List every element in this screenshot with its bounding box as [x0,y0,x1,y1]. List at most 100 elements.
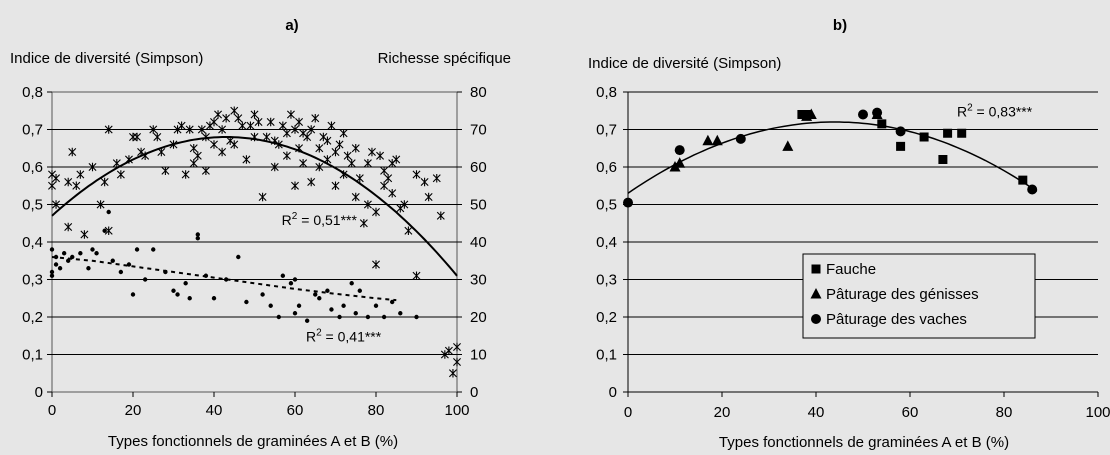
data-point-richness [286,110,295,119]
y-tick-label: 0,1 [596,347,617,364]
y-ticks-b: 0 0,1 0,2 0,3 0,4 0,5 0,6 0,7 0,8 [596,84,628,401]
data-point-simpson [130,292,136,297]
data-point-fauche [919,132,929,142]
x-ticks-a: 0 20 40 60 80 100 [48,392,470,419]
data-point-richness [76,170,85,179]
data-point-simpson [49,273,55,278]
data-point-genisses [711,134,723,146]
y-left-tick-label: 0,8 [22,84,43,101]
data-point-simpson [183,281,188,286]
x-tick-label: 60 [287,402,304,419]
trend-line-simpson [51,256,397,302]
data-point-richness [274,140,283,149]
data-point-fauche [943,128,953,138]
data-point-richness [420,177,429,187]
data-point-vaches [735,133,746,144]
data-point-richness [351,144,360,153]
data-point-richness [311,114,320,123]
data-point-richness [315,162,324,172]
data-point-richness [444,346,453,355]
data-point-simpson [313,292,318,297]
data-point-richness [246,121,255,130]
data-point-richness [372,260,380,269]
series-points-b [623,107,1038,208]
data-point-simpson [53,254,59,260]
data-point-simpson [304,318,310,323]
data-point-richness [432,174,441,183]
data-point-richness [359,219,368,228]
trend-curve-b [627,121,1038,194]
y-axis-left-title-a: Indice de diversité (Simpson) [10,50,203,67]
data-point-richness [307,177,316,187]
data-point-richness [201,166,210,175]
y-right-tick-label: 70 [470,122,487,139]
y-tick-label: 0,3 [596,272,617,289]
data-point-richness [80,230,89,239]
data-point-simpson [90,247,95,252]
x-tick-label: 80 [368,402,385,419]
data-point-richness [193,151,202,160]
y-right-tick-label: 60 [470,159,487,176]
data-point-simpson [325,288,330,293]
x-tick-label: 20 [714,404,731,421]
data-point-simpson [357,288,362,293]
data-point-richness [64,222,73,232]
x-tick-label: 0 [48,402,56,419]
data-point-simpson [373,303,379,308]
data-point-simpson [102,228,107,233]
data-point-richness [278,121,287,130]
y-tick-label: 0,7 [596,122,617,139]
data-point-richness [201,132,210,142]
data-point-richness [141,151,150,160]
data-point-simpson [66,258,71,263]
data-point-richness [392,155,401,164]
data-point-richness [270,162,279,172]
data-point-richness [153,132,162,142]
data-point-vaches [895,126,906,137]
data-point-richness [88,162,97,172]
data-point-simpson [244,299,249,305]
data-point-richness [436,211,445,220]
data-point-simpson [94,251,99,256]
data-point-fauche [877,119,887,129]
data-point-richness [48,181,56,190]
x-tick-label: 100 [1085,404,1110,421]
data-point-simpson [126,262,132,267]
data-point-richness [197,125,206,134]
data-point-simpson [353,311,358,316]
x-tick-label: 40 [808,404,825,421]
data-point-richness [242,155,251,164]
data-point-simpson [398,311,403,316]
data-point-richness [303,132,312,142]
data-point-richness [238,121,247,130]
panel-b: b) Indice de diversité (Simpson) 0 0,1 0,2… [588,17,1110,451]
data-point-simpson [110,258,115,263]
data-point-richness [331,181,340,190]
data-point-simpson [211,296,217,301]
data-point-richness [104,125,113,134]
data-point-simpson [296,303,302,308]
data-point-simpson [49,247,55,252]
data-point-richness [453,342,461,352]
y-left-tick-label: 0,5 [22,197,43,214]
data-point-richness [189,159,198,168]
legend-label-genisses: Pâturage des génisses [826,286,979,303]
data-point-richness [323,136,332,145]
data-point-richness [380,181,389,190]
data-point-genisses [674,157,686,168]
panel-label-b: b) [833,17,847,34]
data-point-simpson [381,314,387,320]
data-point-richness [189,144,198,153]
data-point-fauche [896,141,906,151]
data-point-simpson [53,262,59,267]
data-point-richness [116,170,125,179]
r2-annotation-b: R2 = 0,83*** [957,102,1033,119]
y-tick-label: 0,8 [596,84,617,101]
legend-marker-circle [811,314,821,324]
data-point-richness [230,140,239,149]
data-point-simpson [49,269,55,275]
data-point-richness [295,144,304,153]
data-point-richness [177,121,186,130]
y-tick-label: 0,5 [596,197,617,214]
data-point-genisses [805,108,817,119]
